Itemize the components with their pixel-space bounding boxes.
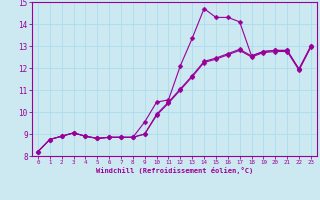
X-axis label: Windchill (Refroidissement éolien,°C): Windchill (Refroidissement éolien,°C) [96, 167, 253, 174]
